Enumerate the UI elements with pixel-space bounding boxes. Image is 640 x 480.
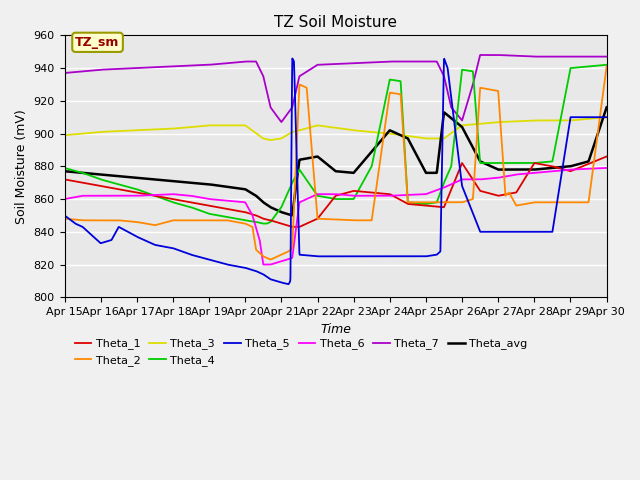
Line: Theta_7: Theta_7 [65,55,607,122]
Title: TZ Soil Moisture: TZ Soil Moisture [274,15,397,30]
Line: Theta_4: Theta_4 [65,65,607,224]
Theta_7 [61,70,68,76]
Theta_avg [488,164,495,169]
Theta_1 [88,181,96,187]
Theta_3 [310,123,318,129]
Theta_2 [88,217,96,223]
Theta_3 [603,114,611,120]
Y-axis label: Soil Moisture (mV): Soil Moisture (mV) [15,109,28,224]
Theta_5 [588,114,595,120]
Theta_4 [61,165,68,171]
Theta_4 [588,63,595,69]
Theta_3 [587,116,595,121]
Theta_7 [310,64,318,70]
Theta_5 [88,233,96,239]
Theta_5 [285,281,292,287]
Theta_6 [588,166,595,171]
Theta_4 [324,195,332,201]
Theta_5 [488,229,496,235]
Theta_6 [603,165,611,171]
Theta_avg [88,171,96,177]
Theta_1 [588,160,595,166]
Theta_6 [259,262,267,267]
Theta_avg [310,154,318,160]
Theta_4 [587,63,595,69]
Theta_2 [488,87,495,93]
Theta_4 [488,160,495,166]
Theta_5 [289,56,296,61]
Theta_5 [325,253,333,259]
Theta_4 [88,173,96,179]
Line: Theta_6: Theta_6 [65,168,607,264]
Theta_7 [278,119,285,125]
Theta_4 [310,188,318,193]
Theta_3 [488,120,495,126]
Theta_6 [88,193,96,199]
Theta_3 [267,137,275,143]
Line: Theta_2: Theta_2 [65,66,607,260]
X-axis label: Time: Time [320,323,351,336]
Text: TZ_sm: TZ_sm [76,36,120,49]
Theta_5 [310,253,318,259]
Theta_avg [603,105,611,110]
Theta_3 [88,130,96,135]
Theta_1 [310,217,318,223]
Theta_4 [603,62,611,68]
Theta_7 [588,54,595,60]
Theta_1 [289,224,296,230]
Theta_5 [588,114,595,120]
Theta_avg [588,151,595,156]
Theta_1 [488,191,495,197]
Theta_3 [61,132,68,138]
Theta_3 [588,116,595,121]
Theta_2 [267,257,275,263]
Theta_2 [603,63,611,69]
Theta_avg [587,152,595,157]
Theta_1 [324,202,332,208]
Theta_7 [603,54,611,60]
Theta_3 [324,124,332,130]
Theta_6 [587,166,595,171]
Line: Theta_3: Theta_3 [65,117,607,140]
Legend: Theta_1, Theta_2, Theta_3, Theta_4, Theta_5, Theta_6, Theta_7, Theta_avg: Theta_1, Theta_2, Theta_3, Theta_4, Thet… [70,334,532,370]
Theta_5 [61,213,68,218]
Theta_7 [88,68,96,73]
Theta_6 [61,196,68,202]
Theta_5 [603,114,611,120]
Theta_7 [588,54,595,60]
Theta_7 [324,61,332,67]
Theta_2 [310,174,318,180]
Line: Theta_avg: Theta_avg [65,108,607,216]
Theta_6 [310,193,318,199]
Theta_4 [259,221,267,227]
Theta_6 [488,176,495,181]
Theta_2 [588,180,595,186]
Theta_avg [324,162,332,168]
Theta_1 [587,160,595,166]
Line: Theta_5: Theta_5 [65,59,607,284]
Theta_2 [324,216,332,222]
Theta_6 [324,191,332,197]
Theta_avg [61,168,68,174]
Theta_avg [288,213,296,218]
Theta_1 [603,154,611,159]
Theta_7 [476,52,484,58]
Line: Theta_1: Theta_1 [65,156,607,227]
Theta_1 [61,177,68,182]
Theta_2 [61,216,68,222]
Theta_2 [587,182,595,188]
Theta_7 [488,52,496,58]
